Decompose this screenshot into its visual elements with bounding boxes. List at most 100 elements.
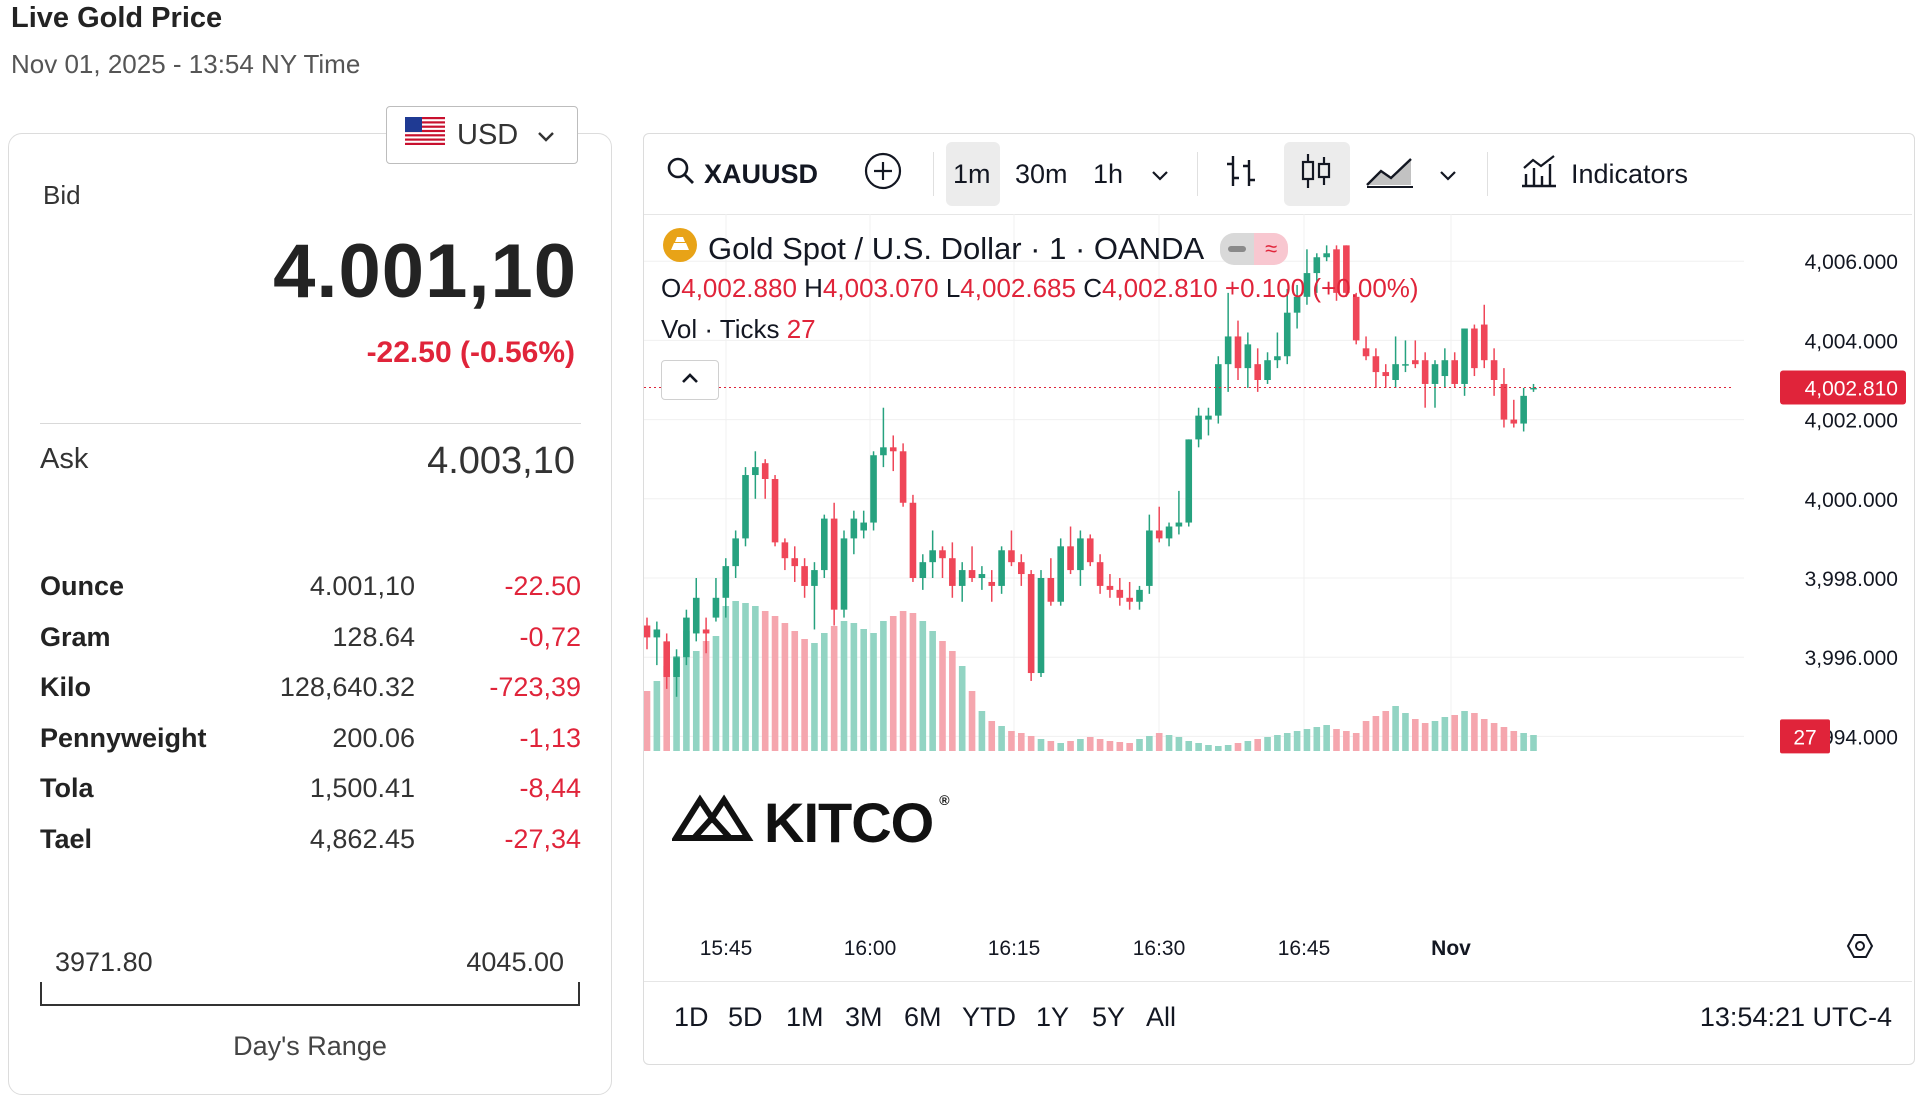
change-value: +0.100 (+0.00%) (1224, 273, 1419, 303)
range-3m[interactable]: 3M (845, 1002, 883, 1032)
range-1y[interactable]: 1Y (1036, 1002, 1070, 1032)
candle-body (1047, 578, 1055, 602)
volume-bar (1037, 739, 1045, 751)
compare-button[interactable] (863, 134, 903, 214)
x-tick-label: Nov (1431, 937, 1471, 960)
volume-bar (840, 621, 848, 751)
collapse-legend-button[interactable] (661, 360, 719, 400)
range-ytd[interactable]: YTD (962, 1002, 1016, 1032)
candle-body (1106, 585, 1114, 590)
volume-bar (692, 651, 700, 751)
range-1d[interactable]: 1D (674, 1002, 709, 1032)
volume-bar (919, 621, 927, 751)
chevron-down-icon (1149, 159, 1171, 190)
unit-price: 200.06 (332, 723, 415, 753)
indicators-button[interactable]: Indicators (1519, 134, 1688, 214)
candle-body (1362, 348, 1370, 357)
interval-1m[interactable]: 1m (953, 158, 991, 189)
unit-row-tola: Tola 1,500.41 -8,44 (40, 773, 581, 813)
candle-body (1205, 415, 1212, 420)
candle-body (1421, 360, 1429, 384)
settings-icon[interactable] (1846, 934, 1874, 958)
volume-bar (1205, 745, 1212, 751)
candle-body (968, 570, 976, 578)
range-all[interactable]: All (1146, 1002, 1177, 1032)
interval-30m[interactable]: 30m (1015, 158, 1068, 189)
volume-bar (1057, 743, 1064, 751)
unit-name: Tola (40, 773, 94, 803)
candle-body (939, 550, 946, 559)
volume-bar (644, 691, 651, 751)
price-panel (8, 133, 612, 1095)
symbol-description: Gold Spot / U.S. Dollar · 1 · OANDA (708, 231, 1205, 266)
toolbar-separator (1197, 152, 1198, 196)
currency-label: USD (457, 118, 519, 151)
candles-chart-type-button[interactable] (1299, 134, 1333, 214)
y-tick-label: 4,002.000 (1805, 410, 1898, 433)
chart-widget (643, 133, 1915, 1065)
close-value: 4,002.810 (1101, 273, 1218, 303)
bid-label: Bid (43, 180, 81, 210)
candle-body (732, 538, 739, 567)
chart-type-dropdown[interactable] (1437, 134, 1459, 214)
candle-body (1313, 257, 1321, 274)
low-value: 4,002.685 (960, 273, 1076, 303)
volume-bar (1431, 721, 1439, 751)
unit-name: Ounce (40, 571, 125, 601)
volume-bar (811, 643, 818, 751)
volume-legend: Vol · Ticks 27 (661, 314, 816, 345)
watermark-text: KITCO (764, 791, 934, 854)
y-tick-label: 3,998.000 (1805, 568, 1898, 591)
volume-bar (830, 626, 838, 751)
candle-body (860, 522, 867, 531)
candle-body (1323, 253, 1330, 258)
candle-body (712, 597, 720, 618)
unit-change: -0,72 (519, 622, 581, 652)
bar-chart-type-button[interactable] (1224, 134, 1258, 214)
legend-toggle[interactable]: ≈ (1220, 233, 1289, 265)
volume-bar (1480, 719, 1488, 751)
volume-bar (949, 651, 956, 751)
candle-body (781, 542, 789, 559)
currency-selector[interactable]: USD (386, 106, 578, 164)
volume-bar (909, 613, 917, 751)
chart-toolbar: XAUUSD 1m 30m 1h (644, 134, 1912, 215)
range-6m[interactable]: 6M (904, 1002, 942, 1032)
volume-bar (1313, 727, 1321, 751)
range-5y[interactable]: 5Y (1092, 1002, 1126, 1032)
volume-bar (1077, 739, 1084, 751)
volume-bar (1530, 735, 1537, 751)
price-chart[interactable]: 4,008.0004,006.0004,004.0004,002.0004,00… (644, 214, 1912, 981)
symbol-search[interactable]: XAUUSD (666, 134, 818, 214)
volume-bar (870, 633, 877, 751)
candle-body (752, 467, 759, 476)
volume-bar (968, 691, 976, 751)
volume-label: Vol · Ticks (661, 314, 780, 344)
volume-bar (1490, 723, 1498, 751)
close-label: C (1083, 273, 1102, 303)
candle-body (1224, 336, 1232, 365)
volume-bar (1136, 739, 1143, 751)
indicators-label: Indicators (1571, 158, 1689, 189)
y-tick-label: 4,006.000 (1805, 251, 1898, 274)
volume-bar (1086, 737, 1094, 751)
candle-body (1451, 360, 1458, 384)
area-chart-type-button[interactable] (1365, 134, 1415, 214)
range-5d[interactable]: 5D (728, 1002, 763, 1032)
interval-1h[interactable]: 1h (1093, 158, 1124, 189)
kitco-watermark: KITCO ® (670, 790, 950, 855)
candle-body (998, 550, 1005, 586)
volume-bar (1264, 737, 1271, 751)
interval-dropdown[interactable] (1149, 134, 1171, 214)
volume-bar (1126, 743, 1133, 751)
candle-body (1254, 364, 1261, 380)
candle-body (811, 570, 818, 586)
volume-bar (673, 656, 680, 751)
volume-value: 27 (786, 314, 816, 344)
candle-body (722, 566, 730, 598)
candle-body (663, 641, 670, 677)
candle-body (1441, 360, 1449, 377)
unit-row-tael: Tael 4,862.45 -27,34 (40, 824, 581, 864)
range-1m[interactable]: 1M (786, 1002, 824, 1032)
divider (40, 423, 581, 424)
